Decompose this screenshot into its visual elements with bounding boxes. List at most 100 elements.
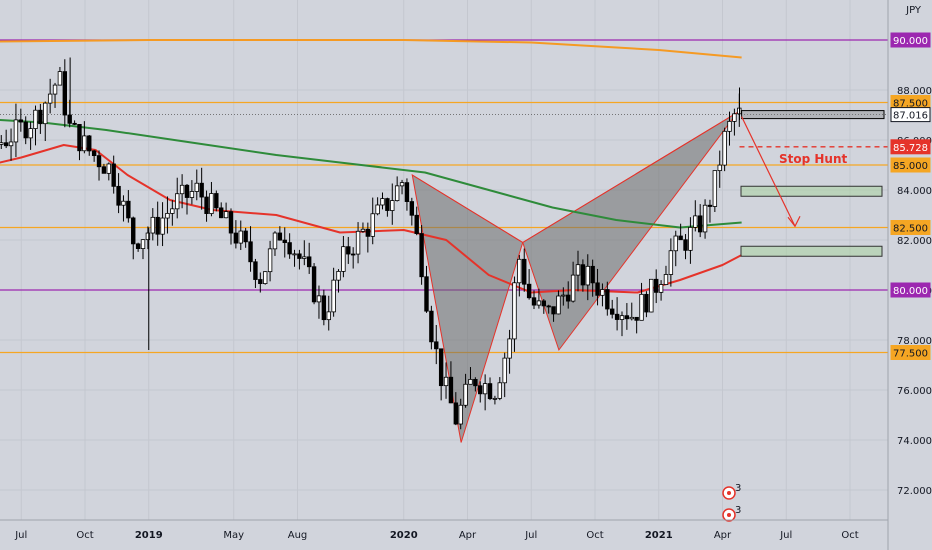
candle [531,290,537,310]
candle [551,306,556,322]
candle-body-down [321,295,327,321]
candle-body-down [654,278,659,293]
candle-body-up [43,102,48,125]
candle [585,254,590,301]
candle [223,202,229,219]
candle [507,329,512,374]
candle [712,170,718,213]
y-tick-label: 82.000 [897,236,932,247]
candle-body-up [482,383,488,395]
candle [473,377,478,392]
candle-body-down [18,119,24,123]
candle [38,103,43,134]
candle-body-down [23,121,28,139]
entry-zone [741,110,885,120]
candle-body-down [346,246,351,255]
candle [233,220,239,249]
candle-body-up [673,235,678,252]
candle-body-up [502,357,507,384]
candle-body-down [404,182,410,202]
stop-hunt-label-text: 85.728 [893,143,928,154]
candle [116,173,121,214]
candle-body-up [688,226,693,251]
current-price-label-box [890,107,931,123]
candle [429,305,434,350]
x-tick-label: 2021 [645,530,673,541]
candle [453,392,459,426]
candle [482,374,488,411]
candle-body-up [380,198,385,206]
candle-body-up [355,230,361,255]
price-level-label-text: 85.000 [893,161,928,172]
candle-body-down [155,216,160,235]
candle-body-down [580,264,586,286]
price-level-label-box [890,282,931,298]
candle [487,377,493,401]
candle [219,202,224,219]
candle-body-down [135,243,141,249]
y-tick-label: 74.000 [897,436,932,447]
candle-body-up [717,164,722,172]
candle [316,285,322,319]
candle-body-down [111,163,116,187]
candle-body-up [302,256,307,259]
candle [277,226,283,241]
event-badge-count: 3 [735,505,741,516]
candle [43,101,48,142]
candle-body-up [600,289,605,296]
candle-body-up [507,338,512,359]
candle [414,206,419,236]
candle [707,199,713,223]
candle-body-down [590,265,595,284]
current-price-label-text: 87.016 [893,111,928,122]
candle [556,290,561,315]
candle [497,377,502,401]
price-level-label: 85.000 [890,157,931,173]
candle-body-up [52,84,58,95]
x-tick-label: Jul [779,530,792,541]
candle [693,200,698,232]
target-zone [740,185,883,197]
candle-body-up [492,397,498,400]
candle-body-up [663,274,669,285]
price-level-label-box [890,345,931,360]
price-level-label: 82.500 [890,220,931,235]
candle [297,249,302,270]
candle [566,281,571,309]
candle [13,103,19,157]
candle [214,190,219,212]
candle [438,348,444,401]
candle-body-up [639,293,644,321]
candle-body-down [429,310,434,343]
candle [634,316,639,334]
candle-body-down [131,217,136,245]
candle [570,261,576,303]
candle [624,303,630,330]
candle [522,248,527,292]
candle-body-down [610,308,615,315]
candle [101,163,107,174]
price-level-label-text: 90.000 [893,36,928,47]
candle [360,222,366,233]
candle-body-up [292,253,297,256]
y-tick-label: 84.000 [897,186,932,197]
candle [155,201,160,246]
candle-body-up [262,271,268,285]
candle-body-down [219,207,224,219]
candle [619,311,625,337]
candle [77,124,82,161]
event-badge-dot [727,491,731,495]
target-zone [740,245,883,257]
candle-body-up [160,217,165,235]
event-badge: 3 [722,505,741,522]
x-tick-label: Oct [586,530,603,541]
candle-body-down [541,300,546,307]
candle-body-up [629,316,634,320]
candle [209,181,214,217]
candle [238,220,243,251]
candle-body-up [732,113,737,122]
candle-body-up [360,228,366,232]
candle [272,231,278,256]
candle-body-down [683,239,688,251]
